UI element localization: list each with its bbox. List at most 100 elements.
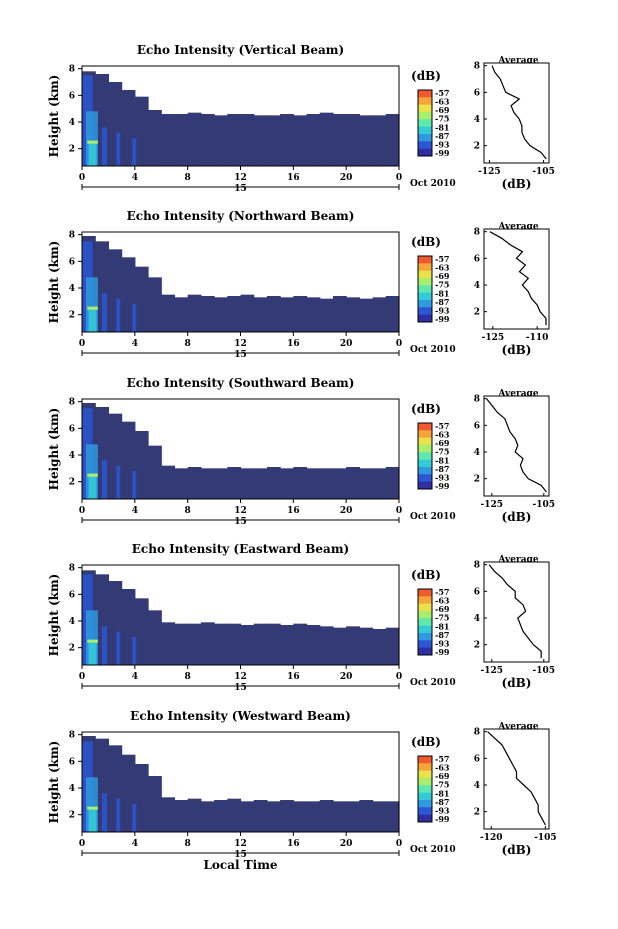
echo-column	[359, 468, 374, 499]
colorbar-swatch	[418, 618, 432, 627]
echo-column	[306, 625, 321, 665]
y-tick-label: 8	[69, 731, 75, 741]
x-tick-label: 16	[287, 672, 300, 682]
echo-column	[306, 114, 321, 166]
echo-column	[214, 800, 228, 832]
strong-echo	[132, 138, 137, 166]
colorbar-swatch	[418, 640, 432, 649]
echo-column	[187, 294, 202, 332]
average-title: Average	[497, 389, 538, 399]
colorbar-swatch	[418, 611, 432, 619]
x-tick-label: 8	[185, 173, 191, 183]
echo-column	[385, 296, 400, 332]
average-x-tick-label: -105	[533, 500, 556, 510]
x-tick-label: 8	[185, 339, 191, 349]
echo-column	[240, 801, 255, 832]
y-tick-label: 2	[69, 811, 75, 821]
colorbar-frame	[417, 588, 433, 656]
colorbar-swatch	[418, 625, 432, 634]
average-y-tick-label: 8	[474, 62, 480, 72]
average-y-tick-label: 4	[474, 448, 480, 458]
echo-column	[306, 801, 321, 832]
echo-column	[266, 801, 281, 832]
echo-column	[214, 623, 228, 665]
colorbar-tick-label: -99	[435, 814, 450, 824]
x-tick-label: 16	[287, 173, 300, 183]
echo-column	[214, 115, 228, 166]
y-tick-label: 4	[69, 617, 75, 627]
strong-echo	[85, 277, 98, 332]
y-tick-label: 6	[69, 91, 75, 101]
colorbar-tick-label: -87	[435, 297, 449, 307]
echo-column	[346, 801, 360, 832]
colorbar-tick-label: -63	[435, 763, 450, 773]
colorbar-swatch	[418, 104, 432, 113]
x-tick-label: 20	[340, 839, 353, 849]
echo-column	[319, 298, 334, 332]
echo-column	[359, 298, 374, 332]
echo-column	[280, 625, 294, 665]
colorbar-swatch	[418, 603, 432, 612]
colorbar-swatch	[418, 256, 432, 264]
echo-column	[280, 800, 294, 832]
echo-column	[200, 468, 215, 499]
x-tick-label: 12	[234, 672, 247, 682]
echo-column	[174, 623, 189, 665]
strong-echo	[116, 132, 121, 166]
colorbar-swatch	[418, 589, 432, 597]
colorbar-tick-label: -93	[435, 805, 450, 815]
echo-column	[227, 467, 242, 499]
echo-column	[332, 468, 347, 499]
strong-echo	[88, 306, 97, 332]
x-tick-label: 4	[132, 672, 138, 682]
colorbar-swatch	[418, 97, 432, 106]
colorbar-unit: (dB)	[411, 235, 441, 249]
x-tick-label: 4	[132, 506, 138, 516]
strong-echo	[132, 637, 137, 665]
average-y-tick-label: 2	[474, 142, 480, 152]
y-tick-label: 4	[69, 451, 75, 461]
date-suffix: Oct 2010	[410, 345, 456, 355]
average-y-tick-label: 8	[474, 395, 480, 405]
y-tick-label: 2	[69, 644, 75, 654]
x-tick-label: 8	[185, 506, 191, 516]
x-tick-label: 20	[340, 339, 353, 349]
colorbar-tick-label: -99	[435, 481, 450, 491]
echo-column	[293, 467, 308, 499]
x-tick-label: 0	[396, 339, 402, 349]
colorbar-swatch	[418, 263, 432, 272]
echo-column	[293, 801, 308, 832]
y-tick-label: 8	[69, 231, 75, 241]
colorbar-tick-label: -57	[435, 421, 449, 431]
bright-echo-layer	[87, 473, 98, 477]
echo-column	[266, 115, 281, 166]
colorbar-tick-label: -63	[435, 263, 450, 273]
echo-column	[121, 754, 136, 832]
colorbar-unit: (dB)	[411, 402, 441, 416]
strong-echo	[101, 293, 108, 332]
strong-echo	[132, 471, 137, 499]
echo-column	[161, 114, 176, 166]
echo-column	[240, 625, 255, 665]
echo-column	[148, 110, 162, 166]
echo-column	[332, 114, 347, 166]
x-tick-label: 12	[234, 173, 247, 183]
average-profile-line	[486, 398, 547, 493]
y-tick-label: 2	[69, 478, 75, 488]
x-tick-label: 0	[79, 173, 85, 183]
colorbar-swatch	[418, 596, 432, 605]
colorbar-tick-label: -75	[435, 114, 449, 124]
colorbar-swatch	[418, 770, 432, 779]
colorbar-tick-label: -57	[435, 254, 449, 264]
colorbar-swatch	[418, 285, 432, 294]
panel-title: Echo Intensity (Northward Beam)	[127, 209, 355, 223]
average-frame	[483, 395, 550, 497]
echo-column	[266, 623, 281, 665]
colorbar-tick-label: -81	[435, 122, 449, 132]
panel-title: Echo Intensity (Southward Beam)	[127, 376, 355, 390]
colorbar-tick-label: -69	[435, 271, 450, 281]
colorbar-frame	[417, 89, 433, 157]
echo-column	[306, 468, 321, 499]
x-tick-label: 12	[234, 339, 247, 349]
echo-column	[174, 468, 189, 499]
